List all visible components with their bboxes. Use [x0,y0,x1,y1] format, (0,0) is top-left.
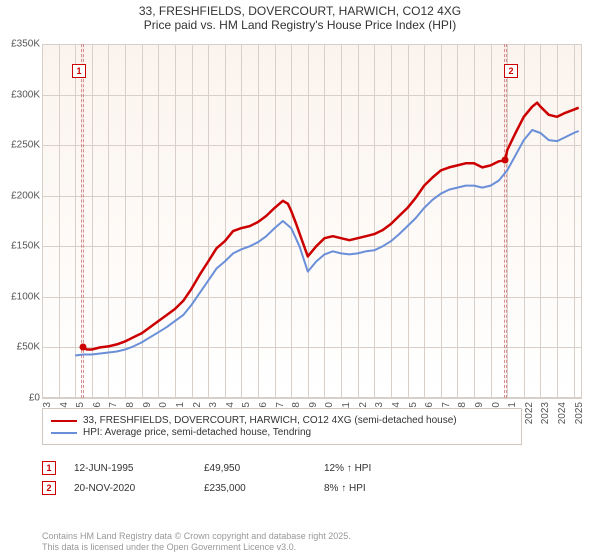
y-tick-label: £100K [0,291,40,302]
y-tick-label: £0 [0,393,40,404]
sale-marker-box: 1 [72,64,86,78]
legend-item: 33, FRESHFIELDS, DOVERCOURT, HARWICH, CO… [51,415,513,426]
chart-title: 33, FRESHFIELDS, DOVERCOURT, HARWICH, CO… [0,0,600,32]
sale-dot [79,344,86,351]
footer-line1: Contains HM Land Registry data © Crown c… [42,531,351,543]
legend: 33, FRESHFIELDS, DOVERCOURT, HARWICH, CO… [42,408,522,445]
sale-delta: 12% ↑ HPI [324,463,371,474]
series-price_paid [83,103,579,350]
sales-table: 1 12-JUN-1995£49,95012% ↑ HPI 2 20-NOV-2020… [42,458,371,498]
x-tick-label: 2025 [574,402,585,428]
y-tick-label: £350K [0,39,40,50]
x-tick-label: 2023 [540,402,551,428]
legend-item: HPI: Average price, semi-detached house,… [51,427,513,438]
title-address: 33, FRESHFIELDS, DOVERCOURT, HARWICH, CO… [0,4,600,18]
series-hpi [75,130,579,356]
footer-line2: This data is licensed under the Open Gov… [42,542,351,554]
legend-swatch [51,432,77,434]
y-tick-label: £50K [0,342,40,353]
legend-label: 33, FRESHFIELDS, DOVERCOURT, HARWICH, CO… [83,415,457,426]
sale-row-marker: 2 [42,481,56,495]
x-tick-label: 2024 [557,402,568,428]
sale-dot [502,157,509,164]
y-tick-label: £200K [0,190,40,201]
sale-row: 2 20-NOV-2020£235,0008% ↑ HPI [42,478,371,498]
sale-price: £235,000 [204,483,324,494]
y-tick-label: £150K [0,241,40,252]
legend-swatch [51,420,77,422]
sale-row: 1 12-JUN-1995£49,95012% ↑ HPI [42,458,371,478]
chart-container: 33, FRESHFIELDS, DOVERCOURT, HARWICH, CO… [0,0,600,560]
legend-label: HPI: Average price, semi-detached house,… [83,427,311,438]
sale-delta: 8% ↑ HPI [324,483,366,494]
x-tick-label: 2022 [524,402,535,428]
title-subtitle: Price paid vs. HM Land Registry's House … [0,18,600,32]
y-tick-label: £250K [0,140,40,151]
sale-row-marker: 1 [42,461,56,475]
plot-area: £0£50K£100K£150K£200K£250K£300K£350K 199… [42,44,582,398]
footer-attribution: Contains HM Land Registry data © Crown c… [42,531,351,554]
sale-date: 20-NOV-2020 [74,483,204,494]
y-tick-label: £300K [0,89,40,100]
sale-marker-box: 2 [504,64,518,78]
sale-date: 12-JUN-1995 [74,463,204,474]
sale-price: £49,950 [204,463,324,474]
line-series [42,44,582,398]
